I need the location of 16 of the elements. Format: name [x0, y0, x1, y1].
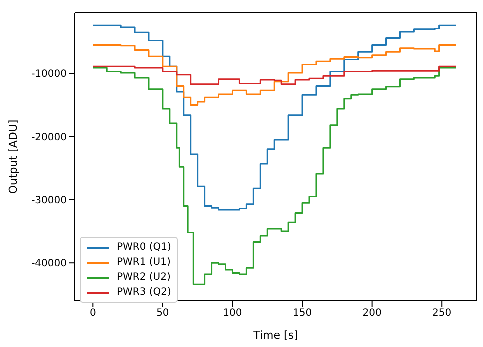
x-axis-title: Time [s]	[252, 329, 298, 342]
y-axis-title: Output [ADU]	[6, 120, 20, 194]
x-tick-label: 50	[156, 308, 170, 320]
x-tick-label: 100	[223, 308, 242, 320]
x-tick-label: 250	[432, 308, 452, 320]
legend-label: PWR0 (Q1)	[117, 242, 172, 253]
x-tick-label: 200	[362, 308, 382, 320]
y-tick-label: -10000	[32, 69, 67, 80]
x-tick-label: 0	[90, 308, 96, 320]
legend-label: PWR1 (U1)	[117, 257, 171, 268]
y-tick-label: -20000	[32, 132, 67, 144]
x-tick-label: 150	[292, 308, 312, 320]
legend-label: PWR2 (U2)	[117, 272, 171, 283]
legend-label: PWR3 (Q2)	[117, 287, 172, 298]
y-tick-label: -40000	[32, 258, 67, 270]
y-tick-label: -30000	[32, 195, 67, 206]
